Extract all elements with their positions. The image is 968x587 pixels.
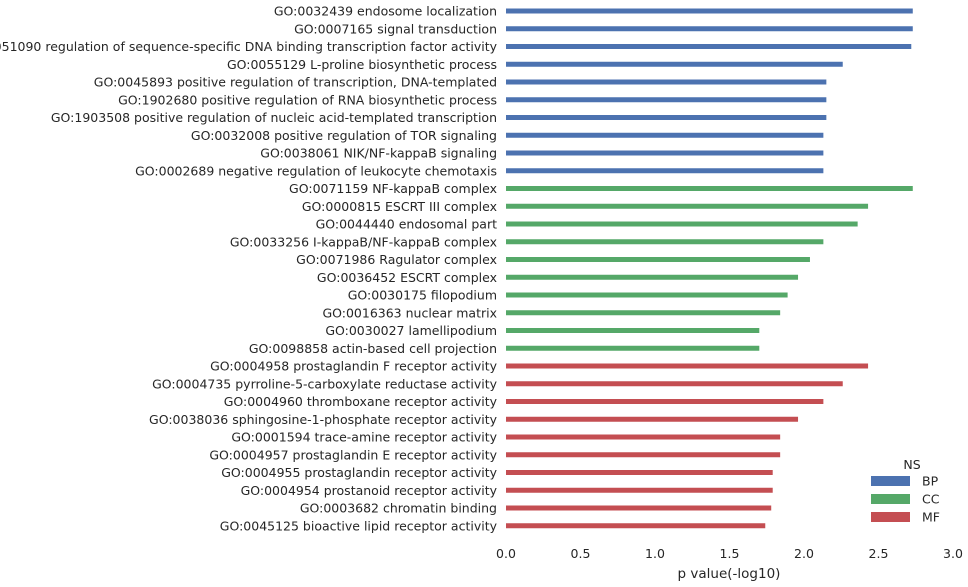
category-label: GO:0030175 filopodium bbox=[348, 288, 497, 303]
bar-mf bbox=[506, 399, 824, 404]
category-labels: GO:0032439 endosome localization GO:00071… bbox=[0, 4, 498, 534]
bar-bp bbox=[506, 115, 827, 120]
bar-mf bbox=[506, 470, 773, 475]
category-label: GO:0004954 prostanoid receptor activity bbox=[241, 483, 498, 498]
legend-label-mf: MF bbox=[922, 510, 940, 525]
bar-mf bbox=[506, 434, 781, 440]
category-label: GO:1902680 positive regulation of RNA bi… bbox=[118, 92, 497, 107]
category-label: GO:0004957 prostaglandin E receptor acti… bbox=[209, 447, 497, 462]
category-label: GO:0001594 trace-amine receptor activity bbox=[231, 430, 497, 445]
bar-mf bbox=[506, 381, 843, 387]
category-label: GO:0032008 positive regulation of TOR si… bbox=[191, 128, 497, 143]
bar-cc bbox=[506, 257, 810, 262]
x-tick-label: 2.0 bbox=[794, 546, 814, 561]
x-axis-title: p value(-log10) bbox=[678, 566, 781, 582]
bar-cc bbox=[506, 203, 869, 209]
category-label: GO:0071986 Ragulator complex bbox=[296, 252, 497, 267]
category-label: GO:0071159 NF-kappaB complex bbox=[289, 181, 497, 196]
category-label: GO:0002689 negative regulation of leukoc… bbox=[135, 163, 497, 178]
bar-cc bbox=[506, 239, 824, 245]
category-label: GO:0007165 signal transduction bbox=[294, 21, 497, 36]
legend: NS BP CC MF bbox=[871, 457, 940, 525]
bar-mf bbox=[506, 416, 799, 422]
bar-bp bbox=[506, 79, 827, 85]
category-label: GO:0030027 lamellipodium bbox=[325, 323, 497, 338]
bar-bp bbox=[506, 8, 913, 14]
category-label: GO:0033256 I-kappaB/NF-kappaB complex bbox=[230, 234, 497, 249]
category-label: GO:0032439 endosome localization bbox=[274, 4, 497, 19]
bar-bp bbox=[506, 132, 824, 138]
category-label: GO:0004955 prostaglandin receptor activi… bbox=[221, 465, 497, 480]
bar-bp bbox=[506, 44, 912, 49]
category-label: GO:0003682 chromatin binding bbox=[300, 501, 497, 516]
bar-cc bbox=[506, 221, 858, 227]
bar-mf bbox=[506, 523, 766, 529]
bar-cc bbox=[506, 310, 781, 316]
category-label: GO:0045893 positive regulation of transc… bbox=[94, 75, 497, 90]
bar-cc bbox=[506, 292, 788, 298]
bar-cc bbox=[506, 186, 913, 191]
category-label: GO:0098858 actin-based cell projection bbox=[249, 341, 497, 356]
bars-layer bbox=[506, 8, 913, 529]
category-label: GO:0016363 nuclear matrix bbox=[322, 305, 497, 320]
legend-label-bp: BP bbox=[922, 474, 939, 489]
bar-mf bbox=[506, 487, 773, 493]
bar-cc bbox=[506, 328, 760, 333]
bar-mf bbox=[506, 452, 781, 458]
bar-bp bbox=[506, 97, 827, 103]
legend-swatch-cc bbox=[871, 494, 910, 504]
category-label: GO:0051090 regulation of sequence-specif… bbox=[0, 39, 498, 54]
category-label: GO:1903508 positive regulation of nuclei… bbox=[51, 110, 497, 125]
bar-bp bbox=[506, 26, 913, 32]
category-label: GO:0038061 NIK/NF-kappaB signaling bbox=[260, 146, 497, 161]
category-label: GO:0044440 endosomal part bbox=[316, 217, 498, 232]
bar-cc bbox=[506, 274, 799, 280]
x-tick-label: 1.5 bbox=[720, 546, 740, 561]
x-tick-label: 0.0 bbox=[496, 546, 516, 561]
bar-mf bbox=[506, 363, 869, 369]
x-tick-label: 2.5 bbox=[869, 546, 889, 561]
legend-title: NS bbox=[903, 457, 920, 472]
bar-bp bbox=[506, 168, 824, 174]
category-label: GO:0004960 thromboxane receptor activity bbox=[224, 394, 498, 409]
category-label: GO:0038036 sphingosine-1-phosphate recep… bbox=[149, 412, 498, 427]
bar-mf bbox=[506, 505, 772, 511]
x-axis: p value(-log10) 0.0 0.5 1.0 1.5 2.0 2.5 3.0 bbox=[496, 546, 963, 582]
category-label: GO:0036452 ESCRT complex bbox=[317, 270, 497, 285]
category-label: GO:0004735 pyrroline-5-carboxylate reduc… bbox=[152, 376, 498, 391]
legend-swatch-mf bbox=[871, 512, 910, 522]
x-tick-label: 1.0 bbox=[645, 546, 665, 561]
legend-swatch-bp bbox=[871, 476, 910, 486]
category-label: GO:0045125 bioactive lipid receptor acti… bbox=[220, 518, 498, 533]
bar-bp bbox=[506, 150, 824, 156]
category-label: GO:0000815 ESCRT III complex bbox=[302, 199, 497, 214]
category-label: GO:0055129 L-proline biosynthetic proces… bbox=[227, 57, 497, 72]
category-label: GO:0004958 prostaglandin F receptor acti… bbox=[210, 359, 498, 374]
x-tick-label: 3.0 bbox=[943, 546, 963, 561]
bar-bp bbox=[506, 61, 843, 67]
legend-label-cc: CC bbox=[922, 492, 940, 507]
x-tick-label: 0.5 bbox=[571, 546, 591, 561]
bar-cc bbox=[506, 345, 760, 351]
